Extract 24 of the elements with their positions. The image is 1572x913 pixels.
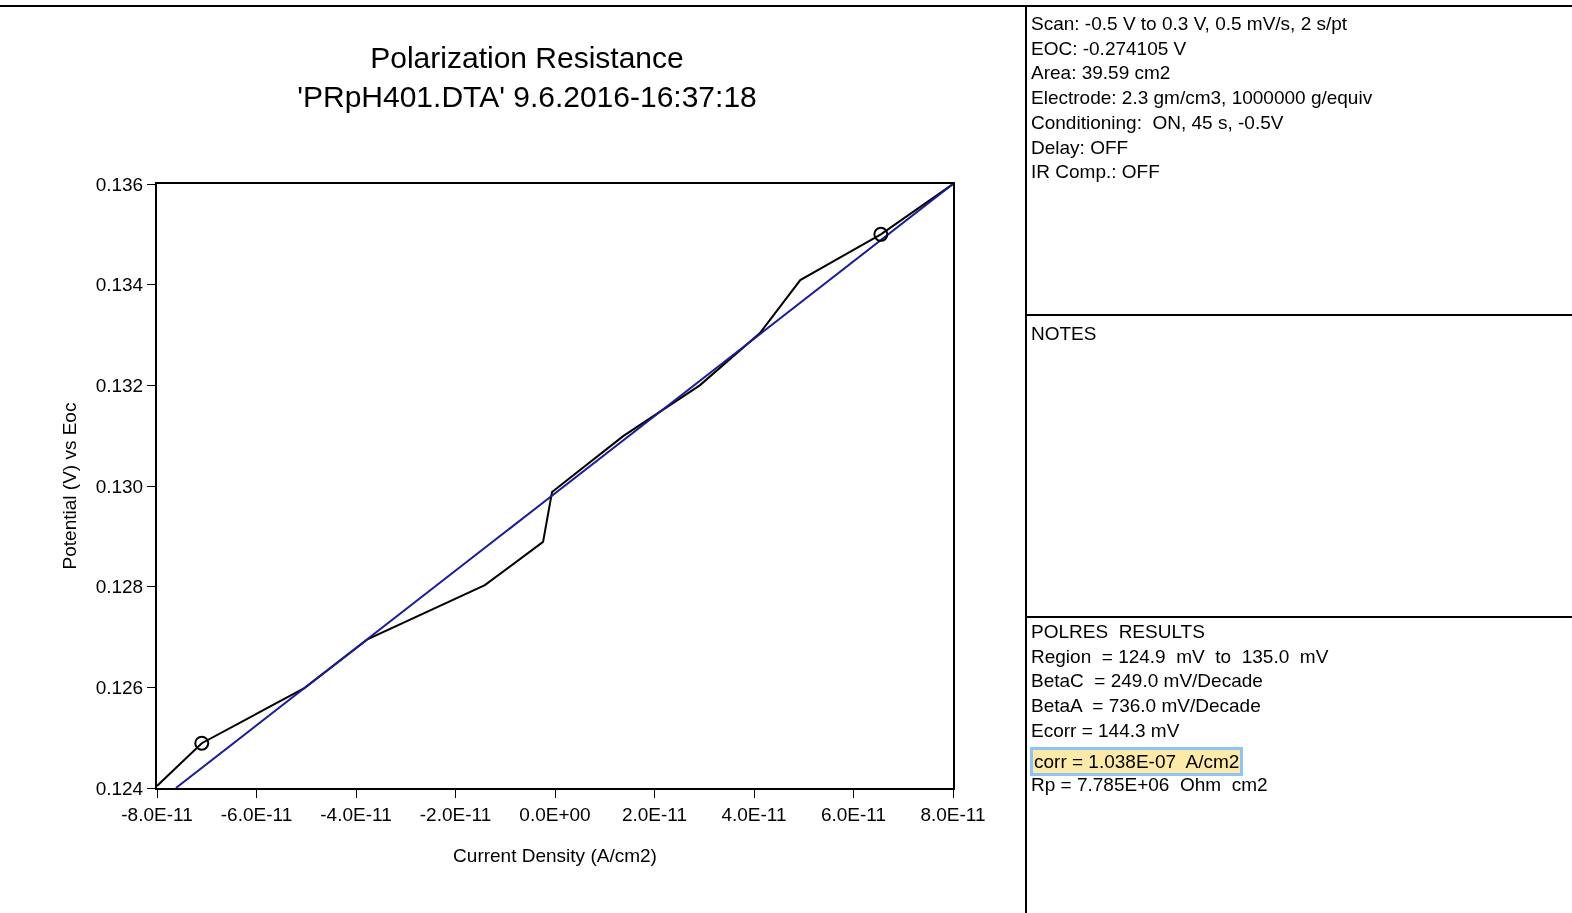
x-tick-label: 0.0E+00 <box>519 803 591 825</box>
text: POLRES RESULTS Region = 124.9 mV to 135.0 mV BetaC = 249.0 mV/Decade BetaA = 736.0 mV/Decade Ecorr = 144.3 mV <box>1031 621 1329 741</box>
y-tick-label: 0.130 <box>95 475 144 497</box>
x-tick-label: 8.0E-11 <box>920 803 986 825</box>
y-tick-label: 0.132 <box>95 374 144 396</box>
y-tick-label: 0.124 <box>95 777 144 799</box>
x-tick-label: -6.0E-11 <box>220 803 293 825</box>
x-tick-label: 2.0E-11 <box>621 803 688 825</box>
x-tick-label: 4.0E-11 <box>721 803 787 825</box>
y-axis-title: Potential (V) vs Eoc <box>59 402 80 570</box>
y-tick-label: 0.126 <box>95 676 144 698</box>
x-tick-label: -4.0E-11 <box>320 803 392 825</box>
text: Scan: -0.5 V to 0.3 V, 0.5 mV/s, 2 s/pt EOC: -0.274105 V Area: 39.59 cm2 Electrode: 2.3 gm/cm3, 1000000 g/equiv Conditioning: ON, 45 s, -0.5V Delay: OFF IR Comp.: OFF <box>1031 13 1373 183</box>
y-tick-label: 0.136 <box>95 173 144 195</box>
text: Rp = 7.785E+06 Ohm cm2 <box>1031 774 1268 795</box>
x-tick-label: -8.0E-11 <box>121 803 193 825</box>
y-tick-label: 0.134 <box>95 274 144 296</box>
text: corr = 1.038E-07 A/cm2 <box>1034 751 1240 772</box>
x-tick-label: 6.0E-11 <box>820 803 887 825</box>
text: NOTES <box>1031 323 1097 344</box>
x-tick-label: -2.0E-11 <box>419 803 492 825</box>
y-tick-label: 0.128 <box>95 576 144 598</box>
chart-title: Polarization Resistance 'PRpH401.DTA' 9.6.2016-16:37:18 <box>297 41 757 113</box>
x-axis-title: Current Density (A/cm2) <box>453 845 657 867</box>
